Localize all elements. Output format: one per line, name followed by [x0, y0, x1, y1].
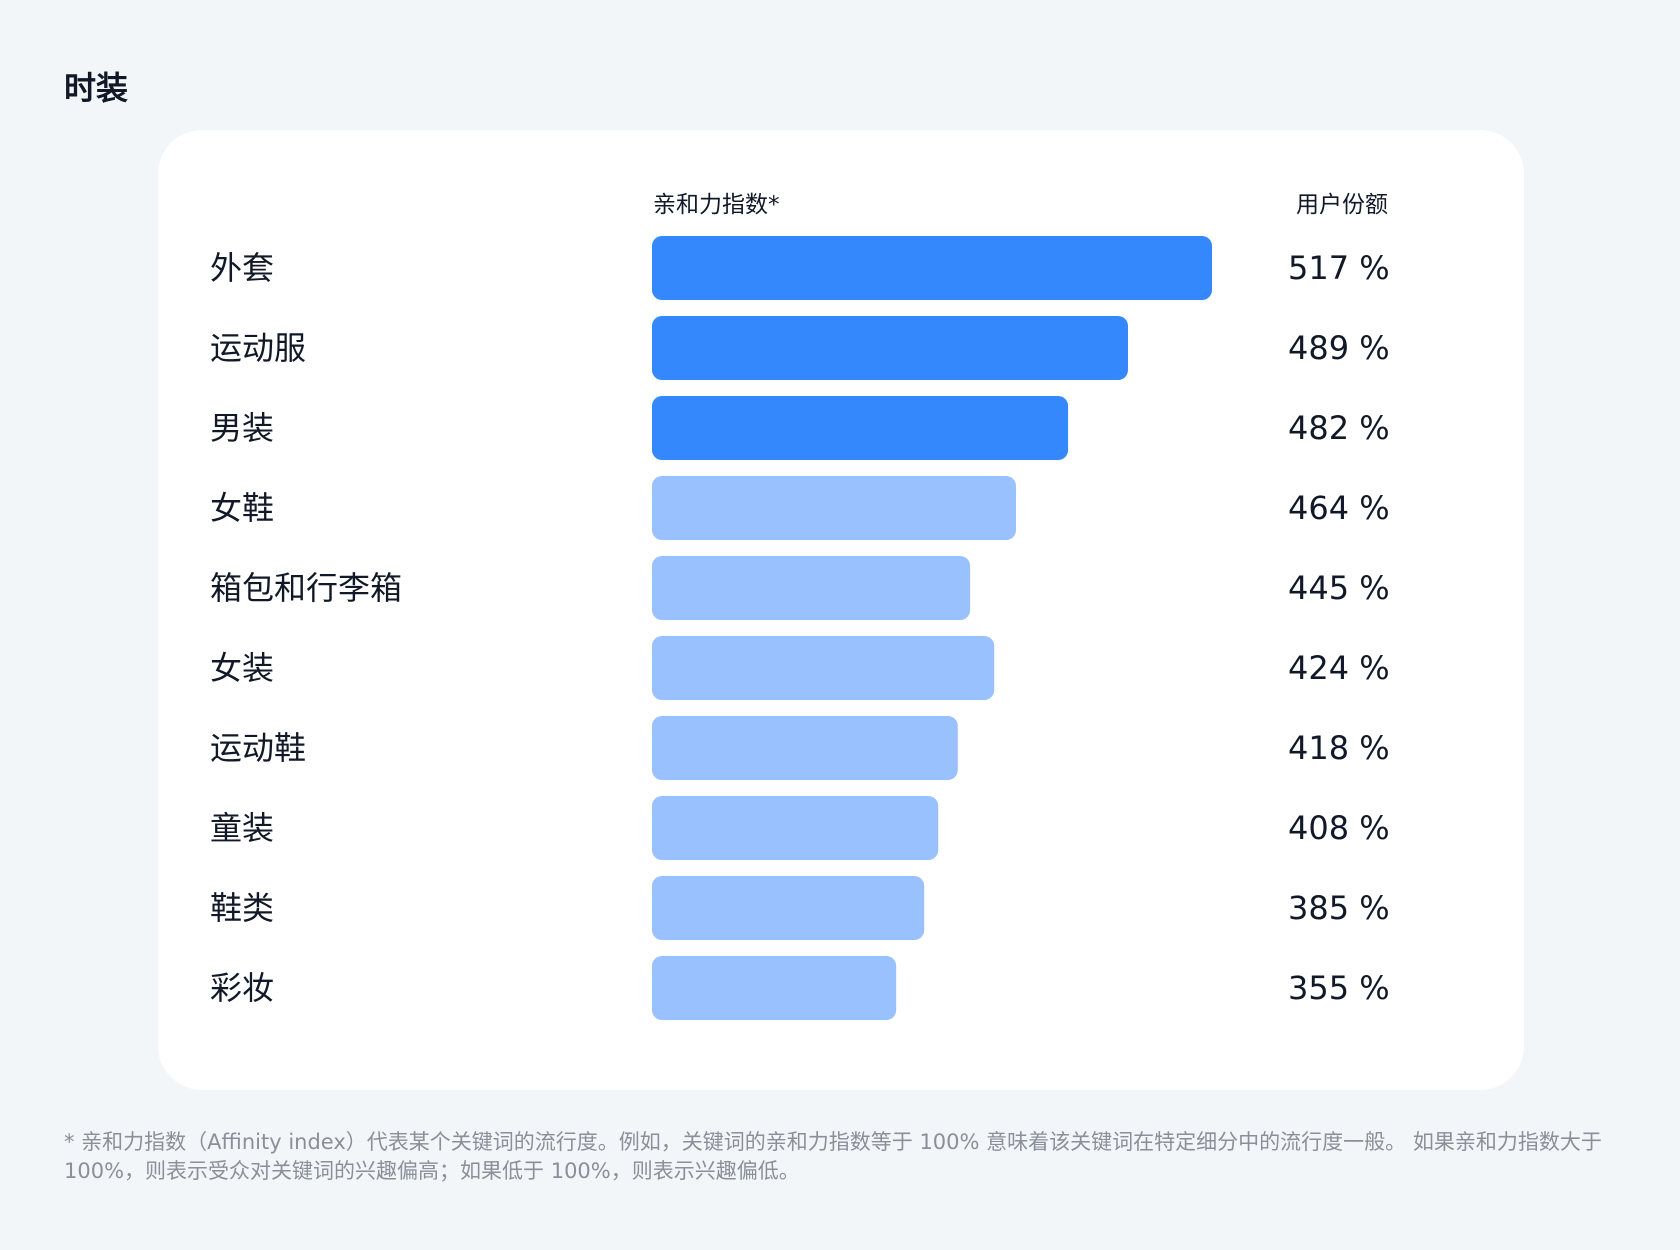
- chart-row: 童装 408 %: [210, 796, 1390, 860]
- chart-row: 运动鞋 418 %: [210, 716, 1390, 780]
- chart-row: 外套 517 %: [210, 236, 1390, 300]
- affinity-bar: [652, 556, 971, 620]
- affinity-bar: [652, 716, 958, 780]
- affinity-value-label: 424 %: [1288, 649, 1390, 687]
- page-title: 时装: [64, 69, 129, 107]
- chart-row: 女装 424 %: [210, 636, 1390, 700]
- category-label: 童装: [210, 809, 274, 847]
- chart-row: 彩妆 355 %: [210, 956, 1390, 1020]
- affinity-value-label: 418 %: [1288, 729, 1390, 767]
- category-label: 女装: [210, 649, 274, 687]
- affinity-value-label: 408 %: [1288, 809, 1390, 847]
- category-label: 男装: [210, 409, 274, 447]
- affinity-value-label: 355 %: [1288, 969, 1390, 1007]
- category-label: 箱包和行李箱: [210, 569, 402, 607]
- affinity-bar: [652, 236, 1212, 300]
- chart-row: 男装 482 %: [210, 396, 1390, 460]
- chart-rows: 外套 517 % 运动服 489 % 男装 482 % 女鞋 464 % 箱包和行李箱 445 %…: [210, 236, 1390, 1020]
- affinity-bar: [652, 316, 1128, 380]
- affinity-bar: [652, 476, 1016, 540]
- category-label: 彩妆: [210, 969, 274, 1007]
- affinity-value-label: 517 %: [1288, 249, 1390, 287]
- affinity-bar: [652, 396, 1069, 460]
- share-column-header: 用户份额: [1296, 192, 1388, 218]
- footnote: * 亲和力指数（Affinity index）代表某个关键词的流行度。例如，关键…: [64, 1130, 1602, 1183]
- affinity-value-label: 445 %: [1288, 569, 1390, 607]
- category-label: 外套: [210, 249, 274, 287]
- chart-row: 运动服 489 %: [210, 316, 1390, 380]
- category-label: 运动服: [210, 329, 306, 367]
- chart-row: 箱包和行李箱 445 %: [210, 556, 1390, 620]
- affinity-value-label: 385 %: [1288, 889, 1390, 927]
- affinity-value-label: 489 %: [1288, 329, 1390, 367]
- chart-row: 女鞋 464 %: [210, 476, 1390, 540]
- affinity-bar: [652, 876, 925, 940]
- chart-row: 鞋类 385 %: [210, 876, 1390, 940]
- affinity-bar: [652, 796, 939, 860]
- index-column-header: 亲和力指数*: [653, 192, 780, 218]
- category-label: 运动鞋: [210, 729, 306, 767]
- category-label: 女鞋: [210, 489, 274, 527]
- affinity-value-label: 464 %: [1288, 489, 1390, 527]
- affinity-bar: [652, 956, 897, 1020]
- affinity-value-label: 482 %: [1288, 409, 1390, 447]
- category-label: 鞋类: [210, 889, 274, 927]
- affinity-bar: [652, 636, 995, 700]
